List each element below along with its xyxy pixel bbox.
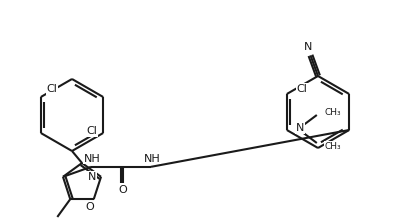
Text: CH₃: CH₃ — [325, 108, 342, 117]
Text: O: O — [85, 202, 94, 212]
Text: NH: NH — [144, 154, 160, 164]
Text: Cl: Cl — [297, 84, 308, 94]
Text: Cl: Cl — [47, 84, 58, 94]
Text: N: N — [304, 42, 313, 52]
Text: Cl: Cl — [86, 126, 97, 136]
Text: CH₃: CH₃ — [325, 141, 342, 150]
Text: N: N — [88, 172, 96, 182]
Text: N: N — [296, 123, 304, 133]
Text: O: O — [119, 185, 127, 195]
Text: NH: NH — [83, 154, 100, 164]
